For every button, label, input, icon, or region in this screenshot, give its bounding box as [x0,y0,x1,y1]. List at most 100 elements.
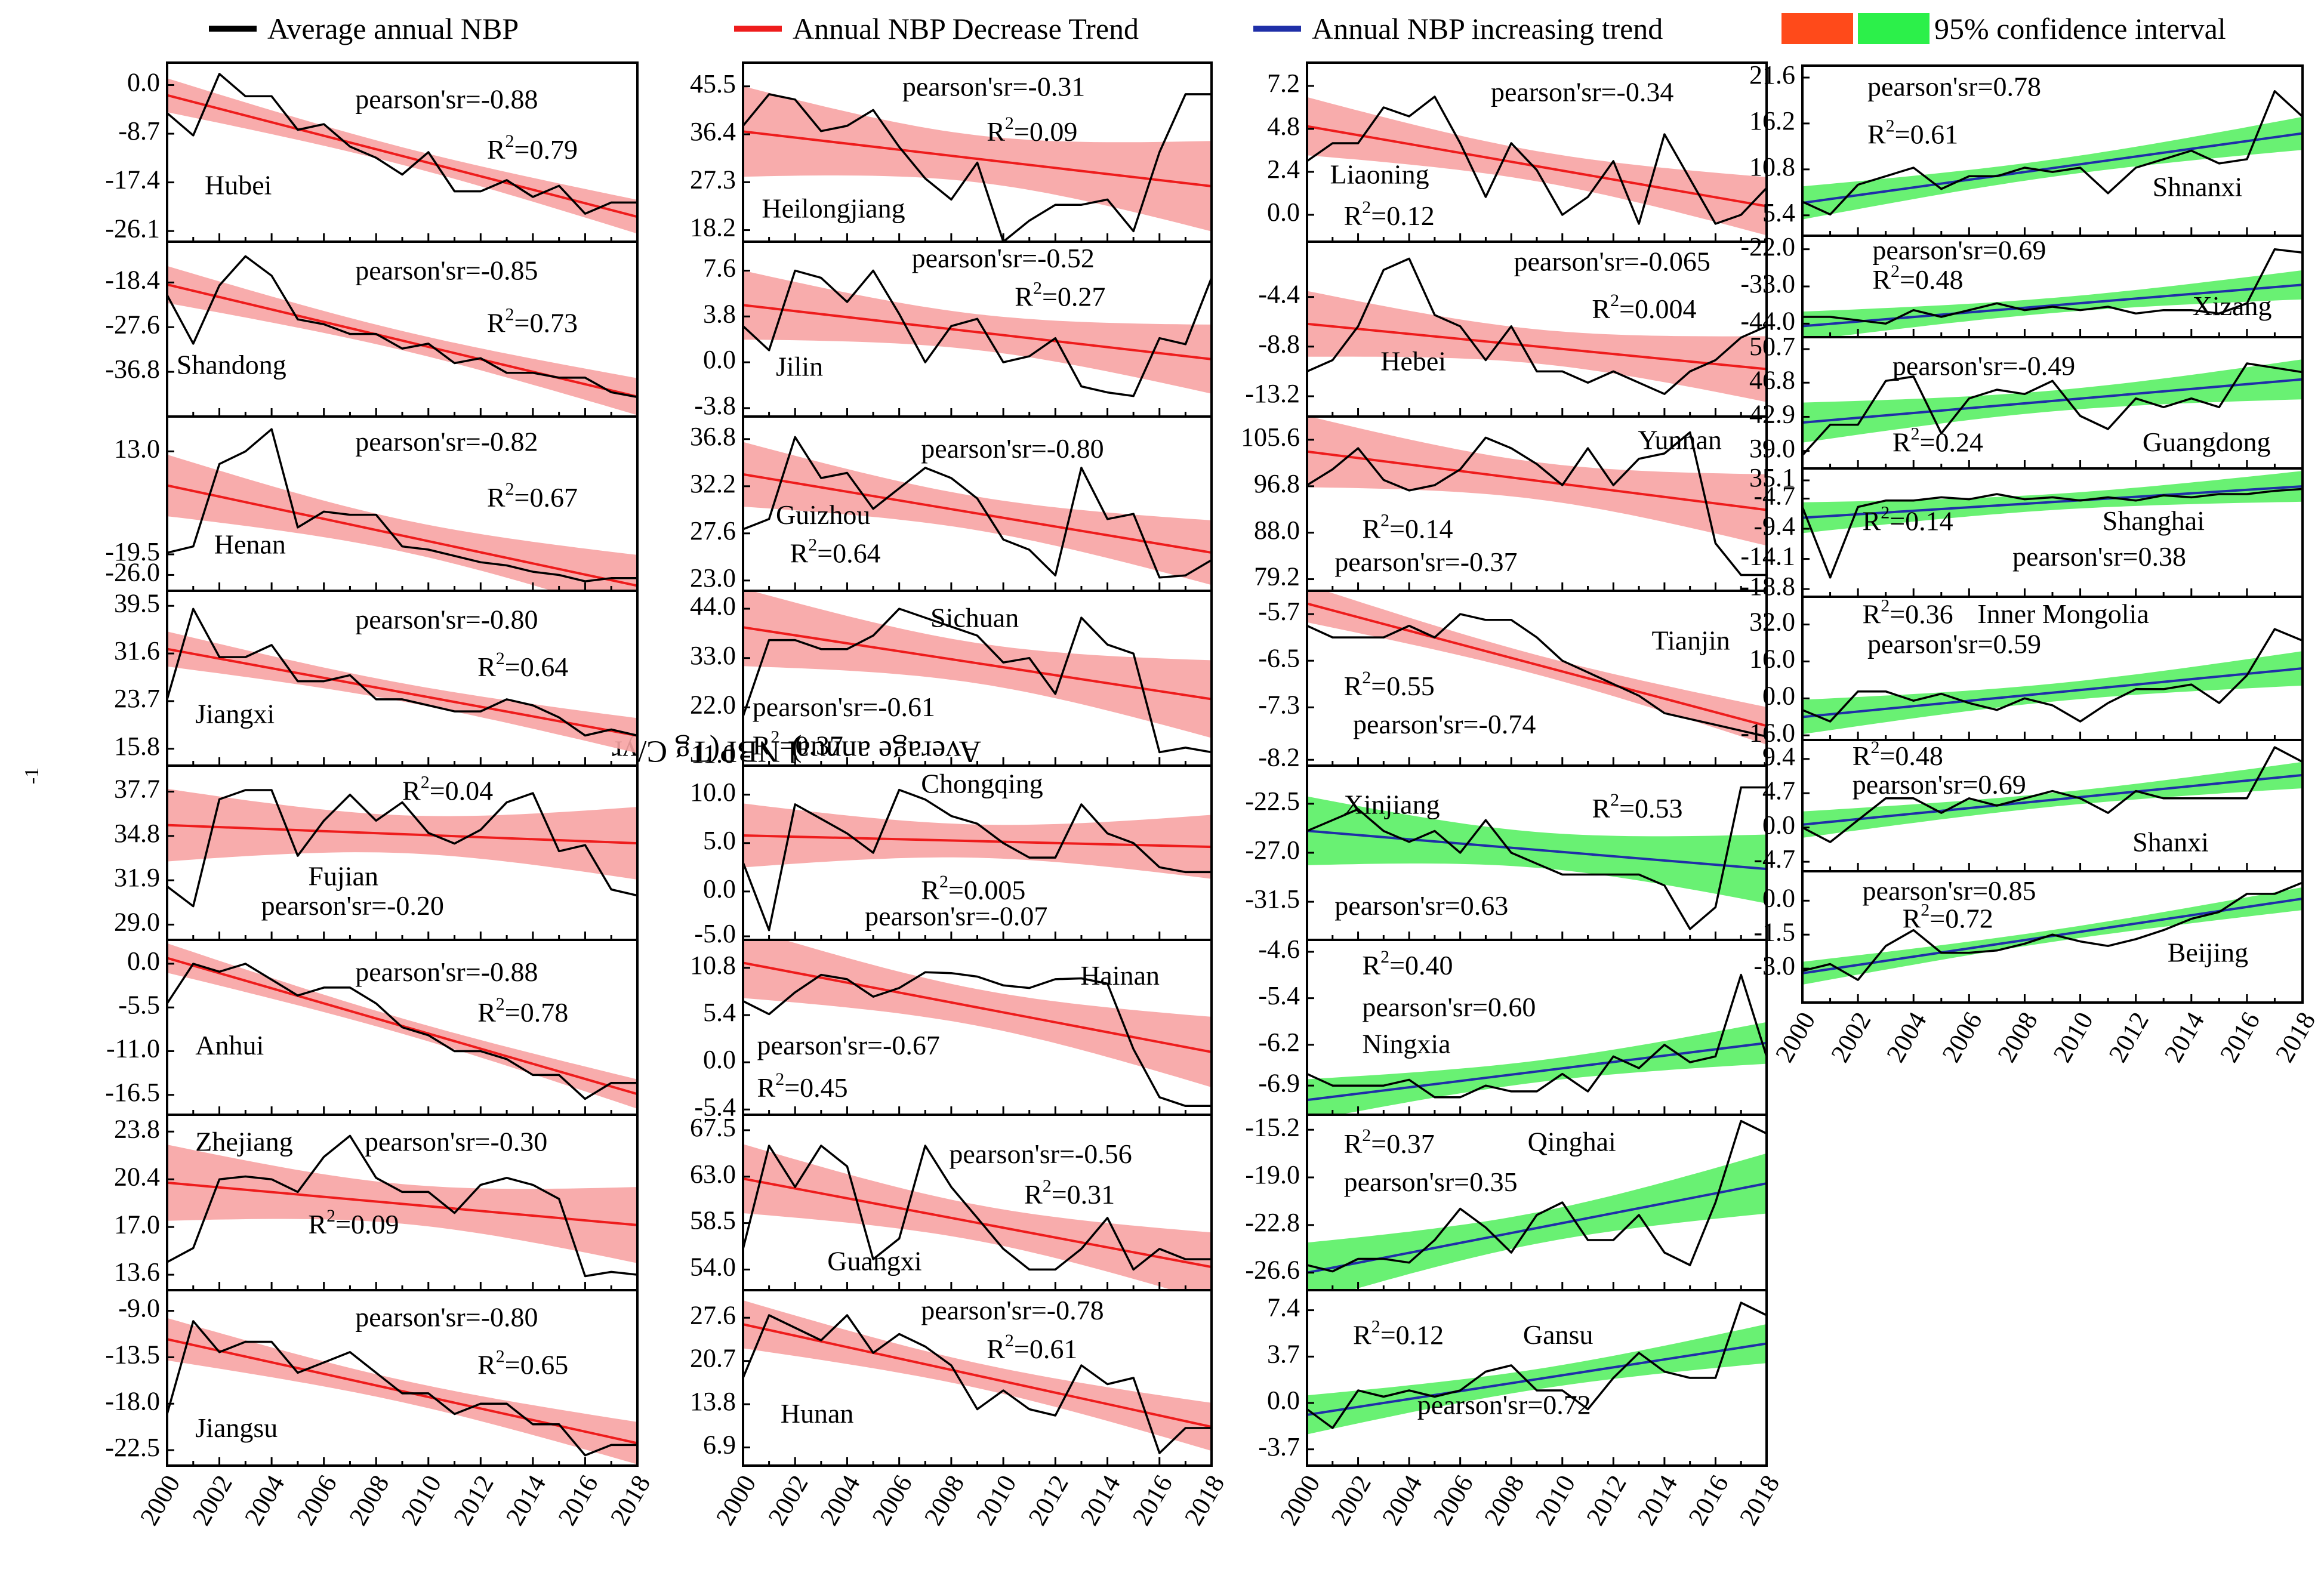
y-tick-label: -14.1 [1740,542,1795,571]
y-tick-label: -22.8 [1245,1208,1300,1237]
nbp-series-line [167,963,637,1100]
r2-label: R2=0.09 [987,113,1077,147]
r2-label: R2=0.40 [1362,947,1453,980]
y-tick-label: 5.4 [1762,198,1795,227]
legend-item-decrease: Annual NBP Decrease Trend [734,11,1139,47]
r2-superscript: 2 [808,535,817,554]
r2-label: R2=0.14 [1362,511,1453,544]
y-tick-label: 7.4 [1267,1293,1300,1322]
r2-value: =0.36 [1890,599,1953,629]
nbp-series-line [1307,95,1767,225]
legend-item-increase: Annual NBP increasing trend [1253,11,1663,47]
x-tick-label: 2010 [396,1470,447,1531]
y-tick-label: 0.0 [1267,1386,1300,1415]
legend-item-average: Average annual NBP [209,11,519,47]
pearson-label: pearson'sr=0.38 [2012,541,2186,572]
r2-superscript: 2 [939,872,948,892]
y-tick-label: 29.0 [114,907,160,936]
confidence-band [1307,1022,1767,1115]
y-tick-label: 35.1 [1749,463,1795,492]
nbp-series-line [1307,613,1767,738]
y-tick-label: -44.0 [1740,306,1795,335]
r2-value: =0.005 [948,875,1025,905]
r2-letter: R [757,1072,776,1103]
province-label: Guizhou [776,499,870,530]
y-tick-label: 63.0 [690,1159,736,1189]
province-label: Yunnan [1638,424,1722,455]
r2-label: R2=0.67 [487,479,578,513]
trend-line [167,94,637,218]
y-tick-label: -3.0 [1753,951,1795,980]
y-tick-label: 0.0 [703,1045,736,1074]
pearson-label: pearson'sr=-0.88 [355,84,538,115]
pearson-label: pearson'sr=-0.61 [753,692,935,722]
nbp-series-line [1307,1302,1767,1429]
x-tick-label: 2012 [1022,1470,1074,1531]
r2-superscript: 2 [1870,738,1879,757]
y-tick-label: -22.0 [1740,232,1795,261]
panel-inner-mongolia: 32.0 16.0 0.0 -16.0 Inner Mongoliapearson'sr… [1740,596,2304,747]
province-label: Sichuan [930,602,1019,633]
nbp-series-line [743,93,1212,242]
y-tick-label: -11.0 [106,1034,160,1063]
legend-red-swatch-icon [1781,13,1853,44]
y-tick-label: -19.0 [1245,1160,1300,1189]
nbp-series-line [1307,973,1767,1099]
x-tick-label: 2014 [500,1470,551,1531]
r2-letter: R [1362,949,1380,980]
r2-letter: R [487,482,506,513]
y-tick-label: -5.0 [694,919,736,948]
nbp-series-line [743,1314,1212,1454]
r2-letter: R [1362,513,1380,544]
trend-line [1802,485,2303,519]
panel-shnanxi: 21.6 16.2 10.8 5.4 Shnanxi pearson'sr=0.78 R2=… [1749,60,2304,237]
province-label: Jiangsu [195,1413,278,1443]
r2-letter: R [1863,505,1881,536]
nbp-series-line [1802,488,2303,579]
r2-value: =0.79 [514,134,578,165]
y-tick-label: -8.8 [1258,329,1300,359]
r2-label: R2=0.48 [1872,261,1963,295]
trend-line [1802,378,2303,424]
y-tick-label: 10.8 [690,951,736,980]
pearson-label: pearson'sr=-0.31 [902,72,1085,102]
province-label: Tianjin [1652,625,1730,655]
y-tick-label: 23.0 [690,563,736,593]
y-tick-label: 5.4 [703,998,736,1027]
r2-letter: R [1853,740,1871,770]
trend-line [1802,132,2303,205]
r2-letter: R [1863,599,1881,629]
panel-jilin: 7.6 3.8 0.0 -3.8 Jilin pearson'sr=-0.52 R2=0.2… [694,240,1213,420]
panel-hunan: 27.6 20.7 13.8 6.9 Hunan pearson'sr=-0.78 R2=0… [690,1289,1213,1467]
panel-tianjin: -5.7 -6.5 -7.3 -8.2 Tianjin pearson'sr=-0.74 R… [1258,590,1768,772]
panel-chongqing: 10.0 5.0 0.0 -5.0 Chongqing pearson'sr=-0.07R… [690,764,1213,948]
y-tick-label: 0.0 [127,946,160,976]
province-label: Heilongjiang [762,193,905,224]
y-tick-label: -18.0 [105,1386,160,1415]
panel-anhui: 0.0 -5.5 -11.0 -16.5 Anhui pearson'sr=-0.88 R2… [105,939,639,1116]
pearson-label: pearson'sr=-0.49 [1893,350,2075,381]
r2-value: =0.09 [1014,116,1077,147]
y-tick-label: 44.0 [690,591,736,621]
y-tick-label: 11.0 [691,739,736,769]
r2-superscript: 2 [496,649,505,668]
trend-line [743,1177,1212,1269]
pearson-label: pearson'sr=0.72 [1417,1390,1591,1420]
r2-superscript: 2 [1033,279,1042,298]
panel-ningxia: -4.6 -5.4 -6.2 -6.9 Ningxia pearson'sr=0.60 R2… [1258,935,1768,1116]
r2-superscript: 2 [1610,790,1619,810]
y-tick-label: -6.5 [1258,643,1300,673]
x-axis-labels-col-3: 2000 2002 2004 2006 2008 2010 2012 2014 2016 2018 [1770,1007,2321,1068]
pearson-label: pearson'sr=-0.85 [355,255,538,285]
r2-superscript: 2 [506,131,514,151]
nbp-series-line [1307,1120,1767,1273]
y-tick-label: -9.4 [1753,511,1795,541]
legend-green-swatch-icon [1858,13,1930,44]
y-tick-label: 32.2 [690,469,736,498]
y-tick-label: -4.4 [1258,280,1300,309]
r2-superscript: 2 [1911,424,1920,443]
r2-value: =0.53 [1619,792,1682,823]
nbp-series-line [1307,431,1767,576]
